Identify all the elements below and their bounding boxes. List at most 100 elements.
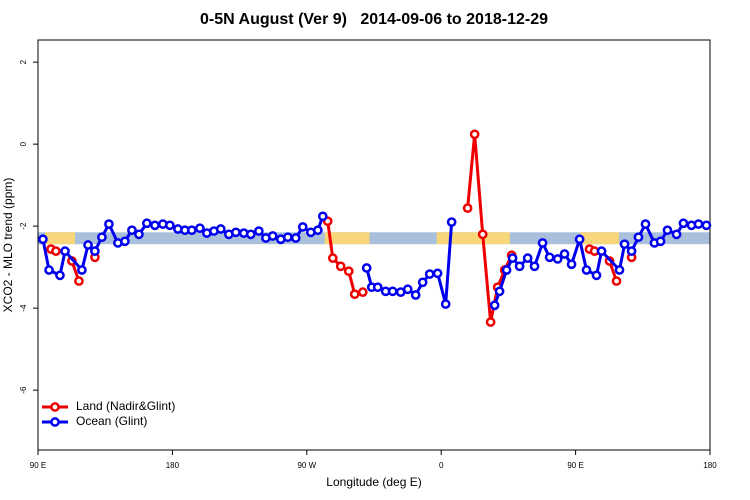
data-point bbox=[361, 263, 372, 273]
data-point bbox=[104, 219, 114, 229]
data-point bbox=[74, 276, 84, 286]
data-point bbox=[134, 229, 144, 240]
data-point bbox=[186, 225, 197, 236]
data-point bbox=[402, 284, 413, 295]
data-point bbox=[317, 211, 328, 222]
data-point bbox=[290, 233, 301, 243]
data-point bbox=[38, 234, 48, 245]
band-highlight bbox=[45, 232, 76, 245]
series-line bbox=[51, 134, 632, 322]
data-point bbox=[596, 246, 607, 256]
data-point bbox=[77, 265, 87, 275]
data-point bbox=[245, 229, 256, 240]
x-tick-label: 90 W bbox=[297, 461, 316, 470]
data-point bbox=[552, 254, 563, 264]
data-point bbox=[537, 238, 548, 248]
data-point bbox=[142, 218, 152, 229]
data-point bbox=[469, 129, 480, 140]
data-point bbox=[566, 259, 577, 270]
data-point bbox=[494, 286, 505, 297]
reference-band bbox=[38, 232, 710, 245]
data-point bbox=[267, 231, 278, 241]
data-point bbox=[343, 266, 354, 277]
data-point bbox=[671, 229, 682, 240]
data-point bbox=[335, 261, 346, 272]
data-point bbox=[544, 252, 555, 263]
data-point bbox=[477, 229, 488, 240]
legend-label: Ocean (Glint) bbox=[76, 414, 147, 428]
x-tick-label: 180 bbox=[703, 461, 717, 470]
data-point bbox=[522, 253, 533, 263]
data-point bbox=[349, 289, 360, 300]
data-point bbox=[424, 269, 435, 279]
chart-title: 0-5N August (Ver 9) 2014-09-06 to 2018-1… bbox=[200, 11, 548, 28]
data-point bbox=[693, 219, 704, 229]
data-point bbox=[462, 203, 473, 213]
y-tick-label: -2 bbox=[19, 222, 28, 230]
x-tick-label: 0 bbox=[439, 461, 444, 470]
data-point bbox=[574, 234, 585, 245]
data-point bbox=[432, 268, 443, 279]
data-point bbox=[90, 246, 100, 256]
y-axis-label: XCO2 - MLO trend (ppm) bbox=[1, 178, 15, 313]
data-point bbox=[626, 246, 637, 256]
data-point bbox=[282, 232, 293, 243]
data-point bbox=[120, 236, 130, 247]
band-highlight bbox=[579, 232, 619, 245]
data-point bbox=[51, 246, 61, 256]
data-point bbox=[614, 265, 625, 275]
x-axis-label: Longitude (deg E) bbox=[326, 475, 421, 489]
data-point bbox=[55, 270, 65, 281]
data-point bbox=[633, 232, 644, 243]
y-tick-label: 2 bbox=[19, 59, 28, 64]
x-tick-label: 180 bbox=[166, 461, 180, 470]
data-point bbox=[655, 236, 666, 247]
data-point bbox=[559, 249, 570, 259]
x-tick-label: 90 E bbox=[30, 461, 46, 470]
data-point bbox=[231, 227, 241, 238]
band-highlight bbox=[436, 232, 510, 245]
data-point bbox=[410, 290, 421, 300]
y-tick-label: 0 bbox=[19, 141, 28, 146]
data-point bbox=[501, 265, 512, 275]
data-point bbox=[581, 265, 592, 275]
band-highlight bbox=[324, 232, 370, 245]
data-point bbox=[150, 220, 160, 231]
data-point bbox=[372, 282, 383, 293]
data-point bbox=[60, 246, 70, 256]
data-point bbox=[297, 222, 308, 232]
data-point bbox=[83, 240, 93, 250]
data-point bbox=[485, 317, 496, 327]
data-point bbox=[327, 253, 338, 263]
data-point bbox=[313, 225, 323, 236]
data-point bbox=[165, 220, 175, 231]
data-point bbox=[640, 219, 651, 229]
y-tick-label: -6 bbox=[19, 386, 28, 394]
data-point bbox=[619, 239, 630, 250]
data-point bbox=[591, 270, 602, 281]
x-tick-label: 90 E bbox=[567, 461, 583, 470]
data-point bbox=[195, 223, 205, 234]
data-point bbox=[701, 220, 712, 231]
plot-frame bbox=[37, 39, 711, 451]
data-point bbox=[254, 226, 264, 236]
data-point bbox=[387, 286, 398, 297]
data-point bbox=[97, 232, 107, 243]
data-point bbox=[489, 300, 500, 311]
data-point bbox=[507, 253, 518, 263]
data-point bbox=[662, 225, 673, 236]
data-point bbox=[529, 261, 540, 272]
data-point bbox=[357, 287, 368, 297]
data-point bbox=[611, 276, 622, 286]
legend-marker bbox=[50, 402, 60, 412]
data-point bbox=[440, 299, 451, 309]
data-point bbox=[678, 218, 689, 229]
data-point bbox=[446, 217, 457, 227]
data-point bbox=[215, 224, 226, 234]
legend-label: Land (Nadir&Glint) bbox=[76, 399, 175, 413]
data-point bbox=[417, 277, 428, 288]
data-point bbox=[514, 261, 525, 272]
data-point bbox=[127, 225, 137, 236]
data-point bbox=[44, 265, 54, 275]
